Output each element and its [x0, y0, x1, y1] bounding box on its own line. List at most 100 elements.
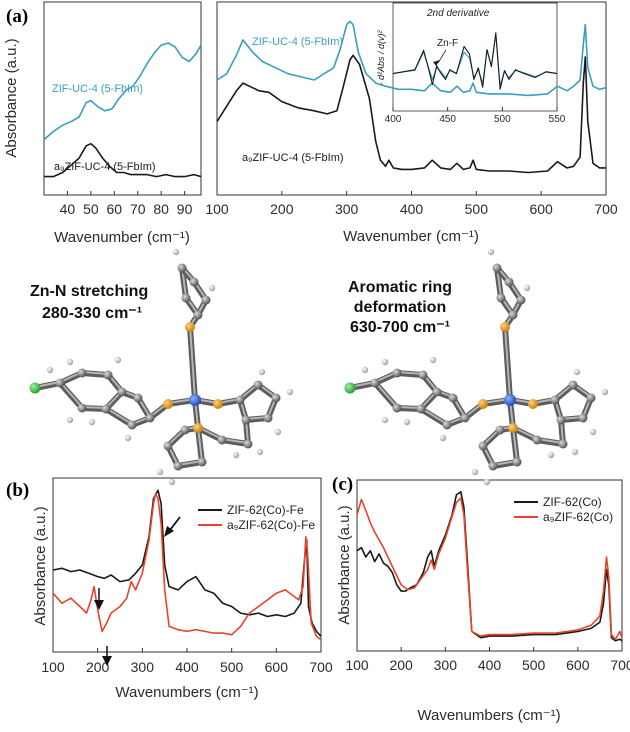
carbon-atom — [173, 461, 183, 471]
hydrogen-atom — [46, 366, 54, 374]
hydrogen-atom — [381, 416, 389, 424]
carbon-atom — [416, 404, 426, 414]
carbon-atom — [492, 263, 502, 273]
a-right-xtick-label: 300 — [335, 201, 359, 217]
carbon-atom — [197, 457, 207, 467]
hydrogen-atom — [88, 418, 96, 426]
plot-frame-a-left — [43, 1, 202, 196]
hydrogen-atom — [571, 448, 579, 456]
molecule-right-ring-deformation — [344, 248, 609, 486]
a-left-series-0-line — [43, 42, 202, 141]
inset-annotation-arrowhead — [433, 60, 440, 66]
a-right-series-0-line — [216, 20, 607, 97]
carbon-atom — [556, 415, 566, 425]
tick-layer: 40 50 60 70 80 90 100 200 300 400 500 600 700 400 450 5… — [41, 107, 630, 675]
nitrogen-atom — [528, 399, 538, 409]
nitrogen-atom — [478, 399, 488, 409]
legend-c: ZIF-62(Co) a₉ZIF-62(Co) — [514, 495, 613, 524]
c-xtick-label: 100 — [345, 657, 369, 673]
hydrogen-atom — [589, 428, 597, 436]
inset-ylabel: - d²Abs / d(v)² — [376, 29, 386, 85]
fluorine-atom — [29, 382, 41, 394]
panel-label-a: (a) — [6, 6, 28, 27]
caption-right-line2: deformation — [354, 299, 446, 316]
a-right-xtick-label: 700 — [594, 201, 618, 217]
a-right-xtick-label: 200 — [270, 201, 294, 217]
carbon-atom — [516, 295, 526, 305]
hydrogen-atom — [381, 358, 389, 366]
a-right-xtick-label: 600 — [529, 201, 553, 217]
b-ylabel: Absorbance (a.u.) — [32, 506, 49, 625]
hydrogen-atom — [208, 284, 216, 292]
carbon-atom — [241, 415, 251, 425]
a-right-xtick-label: 400 — [400, 201, 424, 217]
carbon-atom — [512, 457, 522, 467]
molecule-left-znn-stretch — [29, 248, 294, 486]
c-ylabel: Absorbance (a.u.) — [336, 505, 353, 624]
carbon-atom — [578, 413, 588, 423]
caption-right-line1: Aromatic ring — [348, 279, 452, 296]
legend-b-item-1: ZIF-62(Co)-Fe — [227, 503, 304, 517]
carbon-atom — [235, 395, 245, 405]
carbon-atom — [163, 441, 173, 451]
b-xlabel: Wavenumbers (cm⁻¹) — [115, 684, 258, 701]
carbon-atom — [558, 439, 568, 449]
b-series-1-line — [52, 492, 322, 641]
c-xtick-label: 400 — [478, 657, 502, 673]
hydrogen-atom — [168, 478, 176, 486]
b-xtick-label: 200 — [86, 659, 110, 675]
carbon-atom — [181, 293, 191, 303]
carbon-atom — [103, 370, 113, 380]
a-left-ylabel: Absorbance (a.u.) — [3, 38, 20, 157]
a-left-xtick-label: 70 — [130, 201, 146, 217]
carbon-atom — [101, 404, 111, 414]
carbon-atom — [177, 263, 187, 273]
caption-left-line2: 280-330 cm⁻¹ — [42, 305, 142, 322]
carbon-atom — [550, 395, 560, 405]
a-left-xtick-label: 80 — [153, 201, 169, 217]
hydrogen-atom — [286, 388, 294, 396]
c-xlabel: Wavenumbers (cm⁻¹) — [417, 707, 560, 724]
inset-title: 2nd derivative — [426, 8, 490, 19]
carbon-atom — [478, 441, 488, 451]
nitrogen-atom — [163, 399, 173, 409]
a-right-series-label-teal: ZIF-UC-4 (5-FbIm) — [252, 36, 343, 48]
a-inset-xtick-label: 450 — [439, 114, 456, 125]
legend-c-item-2: a₉ZIF-62(Co) — [543, 510, 613, 524]
legend-b: ZIF-62(Co)-Fe a₉ZIF-62(Co)-Fe — [198, 503, 315, 532]
nitrogen-atom — [185, 322, 195, 332]
c-xtick-label: 300 — [434, 657, 458, 673]
carbon-atom — [127, 420, 137, 430]
caption-left-line1: Zn-N stretching — [30, 283, 148, 300]
b-arrow-red-215 — [102, 646, 112, 666]
b-xtick-label: 300 — [131, 659, 155, 675]
hydrogen-atom — [483, 478, 491, 486]
hydrogen-atom — [487, 248, 495, 256]
carbon-atom — [392, 403, 402, 413]
carbon-atom — [392, 368, 402, 378]
hydrogen-atom — [573, 368, 581, 376]
b-series-0-line — [52, 489, 322, 637]
carbon-atom — [504, 277, 514, 287]
carbon-atom — [442, 420, 452, 430]
carbon-atom — [432, 387, 442, 397]
carbon-atom — [263, 413, 273, 423]
carbon-atom — [496, 293, 506, 303]
carbon-atom — [532, 435, 542, 445]
carbon-atom — [243, 439, 253, 449]
legend-c-item-1: ZIF-62(Co) — [543, 495, 602, 509]
carbon-atom — [418, 370, 428, 380]
series-label-layer: ZIF-UC-4 (5-FbIm) a₉ZIF-UC-4 (5-FbIm) ZIF-… — [52, 36, 344, 173]
a-right-xtick-label: 100 — [205, 201, 229, 217]
zinc-atom — [189, 394, 201, 406]
b-xtick-label: 700 — [309, 659, 333, 675]
carbon-atom — [448, 393, 458, 403]
carbon-atom — [77, 403, 87, 413]
bond-highlight — [59, 381, 83, 408]
c-xtick-label: 600 — [566, 657, 590, 673]
hydrogen-atom — [403, 418, 411, 426]
nitrogen-atom — [213, 399, 223, 409]
c-xtick-label: 200 — [389, 657, 413, 673]
a-left-xlabel: Wavenumber (cm⁻¹) — [54, 229, 190, 246]
